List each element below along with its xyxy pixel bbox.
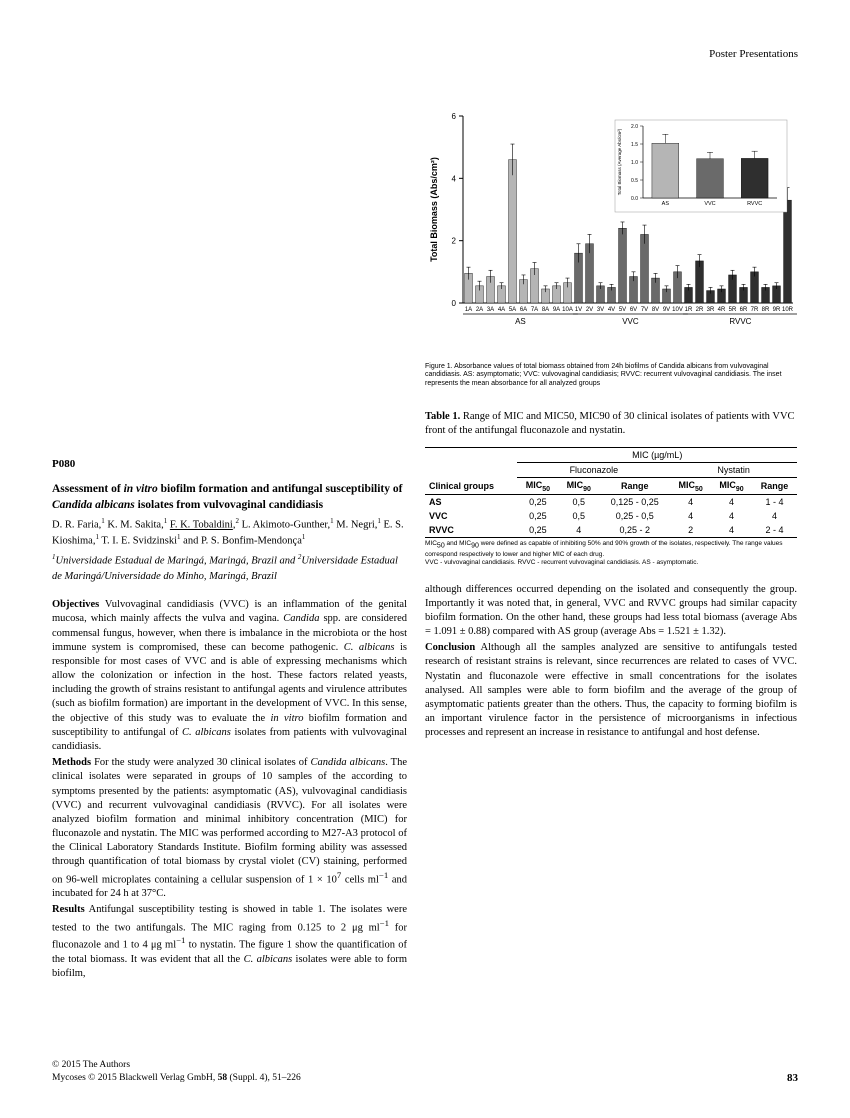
methods-para: Methods For the study were analyzed 30 c…	[52, 756, 407, 901]
svg-text:3V: 3V	[597, 307, 604, 313]
conclusion-para: Conclusion Although all the samples anal…	[425, 641, 797, 740]
results-continued: although differences occurred depending …	[425, 583, 797, 640]
page-footer: © 2015 The Authors Mycoses © 2015 Blackw…	[52, 1059, 798, 1084]
svg-text:1.5: 1.5	[631, 142, 638, 148]
svg-text:2A: 2A	[476, 307, 483, 313]
abstract-title: Assessment of in vitro biofilm formation…	[52, 482, 407, 513]
journal-line: Mycoses © 2015 Blackwell Verlag GmbH, 58…	[52, 1072, 301, 1084]
figure-1-chart: 0 2 4 6 Total Biomass (Abs/cm²) 1A 2A 3A 4A 5A 6A 7…	[425, 108, 797, 353]
mic-table: MIC (µg/mL)FluconazoleNystatinClinical g…	[425, 447, 797, 539]
svg-text:0.5: 0.5	[631, 178, 638, 184]
svg-text:VVC: VVC	[622, 317, 639, 326]
svg-text:4V: 4V	[608, 307, 615, 313]
svg-text:6A: 6A	[520, 307, 527, 313]
svg-text:8A: 8A	[542, 307, 549, 313]
main-content: P080 Assessment of in vitro biofilm form…	[52, 108, 798, 983]
svg-text:2R: 2R	[696, 307, 704, 313]
svg-text:8R: 8R	[762, 307, 770, 313]
right-column: 0 2 4 6 Total Biomass (Abs/cm²) 1A 2A 3A 4A 5A 6A 7…	[425, 108, 797, 983]
section-header: Poster Presentations	[709, 48, 798, 60]
svg-text:1R: 1R	[685, 307, 693, 313]
svg-text:Total Biomass (Abs/cm²): Total Biomass (Abs/cm²)	[429, 157, 439, 262]
svg-text:9R: 9R	[773, 307, 781, 313]
svg-text:0.0: 0.0	[631, 196, 638, 202]
svg-text:10V: 10V	[672, 307, 683, 313]
svg-text:6R: 6R	[740, 307, 748, 313]
svg-text:AS: AS	[662, 201, 670, 207]
svg-text:7A: 7A	[531, 307, 538, 313]
svg-text:RVVC: RVVC	[747, 201, 762, 207]
svg-text:1A: 1A	[465, 307, 472, 313]
svg-text:Total Biomass (Average Abs/cm²: Total Biomass (Average Abs/cm²)	[617, 128, 622, 195]
svg-text:3A: 3A	[487, 307, 494, 313]
svg-text:7V: 7V	[641, 307, 648, 313]
svg-text:10A: 10A	[562, 307, 573, 313]
table-note: MIC50 and MIC90 were defined as capable …	[425, 540, 797, 566]
svg-text:9V: 9V	[663, 307, 670, 313]
table-title: Table 1. Range of MIC and MIC50, MIC90 o…	[425, 410, 797, 438]
affiliations: 1Universidade Estadual de Maringá, Marin…	[52, 553, 407, 584]
results-para: Results Antifungal susceptibility testin…	[52, 903, 407, 981]
svg-text:3R: 3R	[707, 307, 715, 313]
svg-text:4: 4	[452, 174, 457, 183]
svg-text:0: 0	[452, 299, 457, 308]
svg-text:2.0: 2.0	[631, 124, 638, 130]
svg-text:1.0: 1.0	[631, 160, 638, 166]
figure-caption: Figure 1. Absorbance values of total bio…	[425, 363, 797, 388]
svg-text:7R: 7R	[751, 307, 759, 313]
svg-text:4A: 4A	[498, 307, 505, 313]
objectives-para: Objectives Vulvovaginal candidiasis (VVC…	[52, 598, 407, 754]
svg-text:6V: 6V	[630, 307, 637, 313]
svg-text:9A: 9A	[553, 307, 560, 313]
page-number: 83	[787, 1072, 798, 1084]
poster-number: P080	[52, 458, 407, 470]
authors: D. R. Faria,1 K. M. Sakita,1 F. K. Tobal…	[52, 517, 407, 549]
svg-text:5R: 5R	[729, 307, 737, 313]
svg-text:10R: 10R	[782, 307, 794, 313]
svg-text:4R: 4R	[718, 307, 726, 313]
svg-text:8V: 8V	[652, 307, 659, 313]
svg-text:5A: 5A	[509, 307, 516, 313]
svg-text:2: 2	[452, 237, 457, 246]
footer-left: © 2015 The Authors Mycoses © 2015 Blackw…	[52, 1059, 301, 1084]
left-column: P080 Assessment of in vitro biofilm form…	[52, 458, 407, 983]
svg-text:AS: AS	[515, 317, 526, 326]
svg-text:1V: 1V	[575, 307, 582, 313]
svg-text:2V: 2V	[586, 307, 593, 313]
svg-text:VVC: VVC	[704, 201, 715, 207]
svg-text:5V: 5V	[619, 307, 626, 313]
svg-text:RVVC: RVVC	[729, 317, 751, 326]
copyright-line: © 2015 The Authors	[52, 1059, 301, 1071]
svg-text:6: 6	[452, 112, 457, 121]
